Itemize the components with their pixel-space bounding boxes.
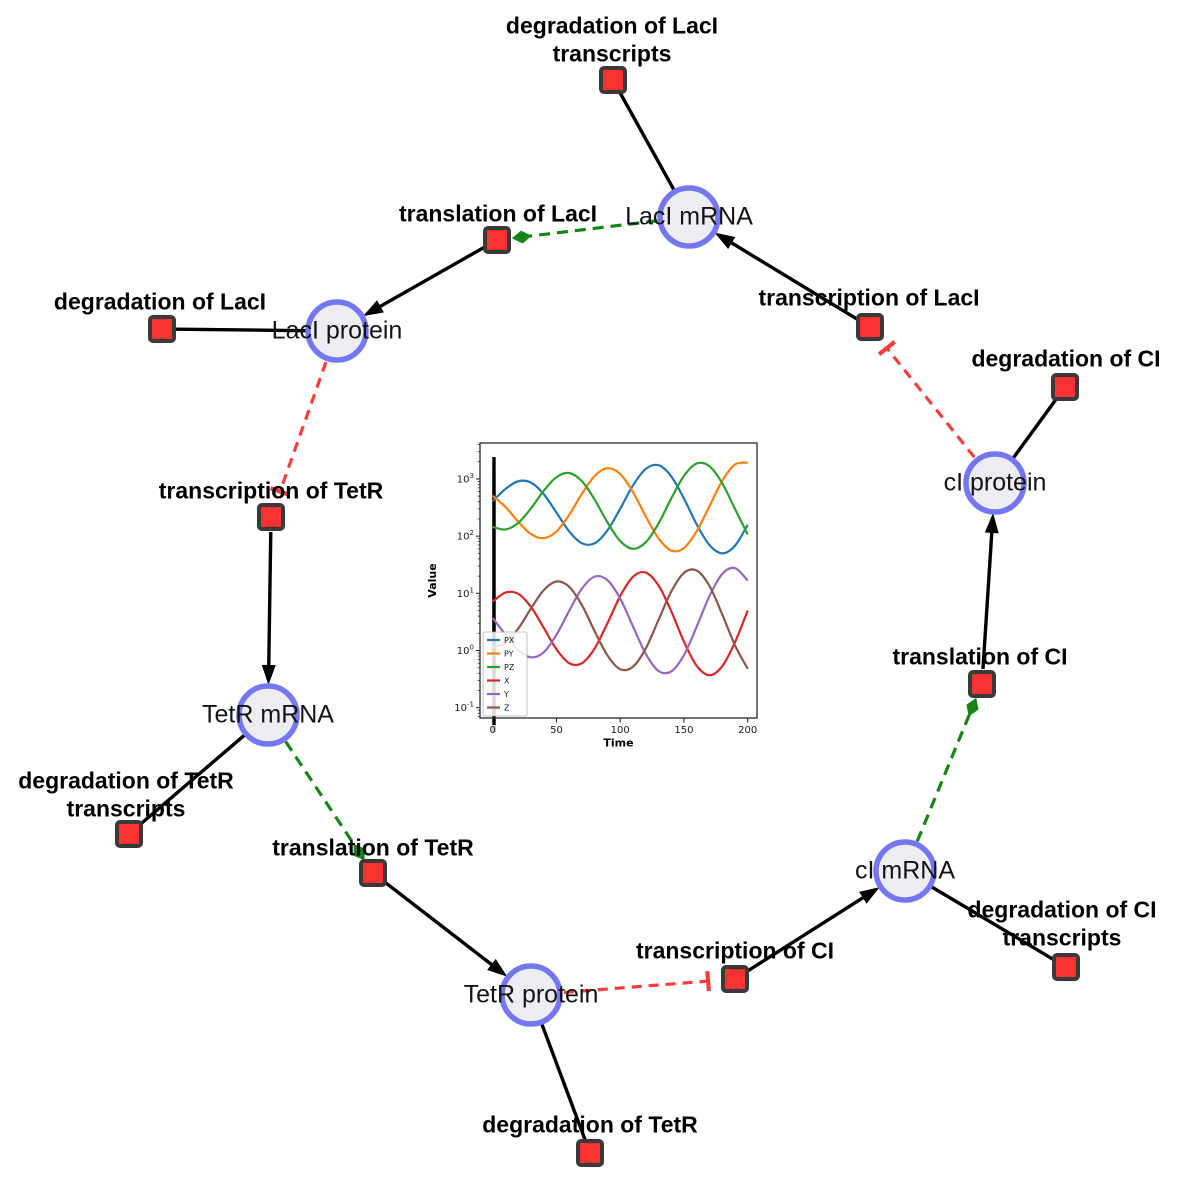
y-tick-label-1e-1: 10-1 — [454, 701, 474, 715]
reaction-node-transcription-of-laci[interactable] — [856, 313, 884, 341]
y-tick-label-1e2: 102 — [457, 529, 474, 543]
species-node-tetr-protein[interactable] — [499, 963, 563, 1027]
reaction-node-degradation-of-tetr[interactable] — [576, 1139, 604, 1167]
edge-consumption-ci-protein-to-degradation-of-ci — [1011, 397, 1059, 459]
edge-inhibition-laci-protein-to-transcription-of-tetr — [269, 361, 328, 497]
reaction-node-transcription-of-tetr[interactable] — [257, 503, 285, 531]
series-curve-y — [491, 566, 749, 675]
series-curve-z — [492, 568, 749, 672]
species-node-tetr-mrna[interactable] — [236, 683, 300, 747]
edge-consumption-tetr-mrna-to-degradation-of-tetr-transcripts — [138, 733, 246, 827]
edge-production-transcription-of-ci-to-ci-mrna — [746, 887, 880, 973]
species-node-laci-mrna[interactable] — [657, 185, 721, 249]
x-tick-label-50: 50 — [550, 725, 563, 736]
series-curve-px — [491, 463, 749, 555]
y-tick-label-1e0: 100 — [457, 644, 474, 658]
species-node-laci-protein[interactable] — [305, 299, 369, 363]
series-curve-pz — [492, 461, 749, 550]
x-axis-title: Time — [603, 737, 633, 750]
species-node-ci-mrna[interactable] — [873, 839, 937, 903]
axes-frame — [479, 442, 758, 719]
edge-production-translation-of-laci-to-laci-protein — [363, 245, 485, 317]
reaction-node-transcription-of-ci[interactable] — [721, 965, 749, 993]
reaction-node-degradation-of-tetr-transcripts[interactable] — [115, 820, 143, 848]
ticks-layer — [476, 444, 749, 723]
y-tick-label-1e1: 101 — [457, 586, 474, 600]
x-tick-label-100: 100 — [611, 725, 630, 736]
reaction-node-degradation-of-ci[interactable] — [1051, 373, 1079, 401]
edge-consumption-tetr-protein-to-degradation-of-tetr — [540, 1023, 587, 1141]
x-tick-label-0: 0 — [490, 725, 496, 736]
edge-consumption-laci-mrna-to-degradation-of-laci-transcripts — [618, 91, 676, 191]
reaction-node-degradation-of-laci[interactable] — [148, 315, 176, 343]
timecourse-inset-chart: 10-1 100 101 102 103 0 50 100 150 200 Time Value PX P… — [426, 436, 778, 771]
legend-label-z: Z — [504, 704, 510, 713]
legend-label-px: PX — [504, 636, 515, 645]
series-curve-x — [492, 570, 749, 677]
legend: PX PY PZ XYZ — [482, 631, 528, 717]
curves-layer — [491, 461, 749, 677]
nodes-layer — [115, 66, 1080, 1167]
edge-production-translation-of-tetr-to-tetr-protein — [383, 880, 508, 977]
legend-label-x: X — [504, 677, 510, 686]
edge-consumption-ci-mrna-to-degradation-of-ci-transcripts — [930, 885, 1055, 962]
x-tick-label-200: 200 — [738, 725, 757, 736]
reaction-node-translation-of-tetr[interactable] — [359, 859, 387, 887]
x-tick-label-150: 150 — [674, 725, 693, 736]
edge-production-transcription-of-tetr-to-tetr-mrna — [261, 531, 276, 686]
edge-inhibition-tetr-protein-to-transcription-of-ci — [563, 970, 711, 995]
edges-layer — [138, 91, 1059, 1141]
reaction-node-translation-of-laci[interactable] — [483, 226, 511, 254]
reaction-node-degradation-of-ci-transcripts[interactable] — [1052, 953, 1080, 981]
legend-label-y: Y — [503, 690, 509, 699]
legend-label-pz: PZ — [504, 663, 515, 672]
species-node-ci-protein[interactable] — [963, 451, 1027, 515]
edge-production-translation-of-ci-to-ci-protein — [981, 512, 999, 670]
y-tick-label-1e3: 103 — [457, 472, 474, 486]
edge-production-transcription-of-laci-to-laci-mrna — [714, 232, 859, 321]
edge-inhibition-ci-protein-to-transcription-of-laci — [877, 340, 976, 459]
reaction-node-translation-of-ci[interactable] — [968, 670, 996, 698]
edge-modifier-laci-mrna-to-translation-of-laci — [511, 219, 658, 244]
edge-modifier-tetr-mrna-to-translation-of-tetr — [284, 740, 365, 861]
edge-consumption-laci-protein-to-degradation-of-laci — [175, 327, 307, 333]
y-axis-title: Value — [428, 563, 439, 597]
edge-modifier-ci-mrna-to-translation-of-ci — [915, 697, 979, 843]
reaction-node-degradation-of-laci-transcripts[interactable] — [599, 66, 627, 94]
legend-label-py: PY — [504, 650, 514, 659]
series-curve-py — [491, 461, 748, 553]
